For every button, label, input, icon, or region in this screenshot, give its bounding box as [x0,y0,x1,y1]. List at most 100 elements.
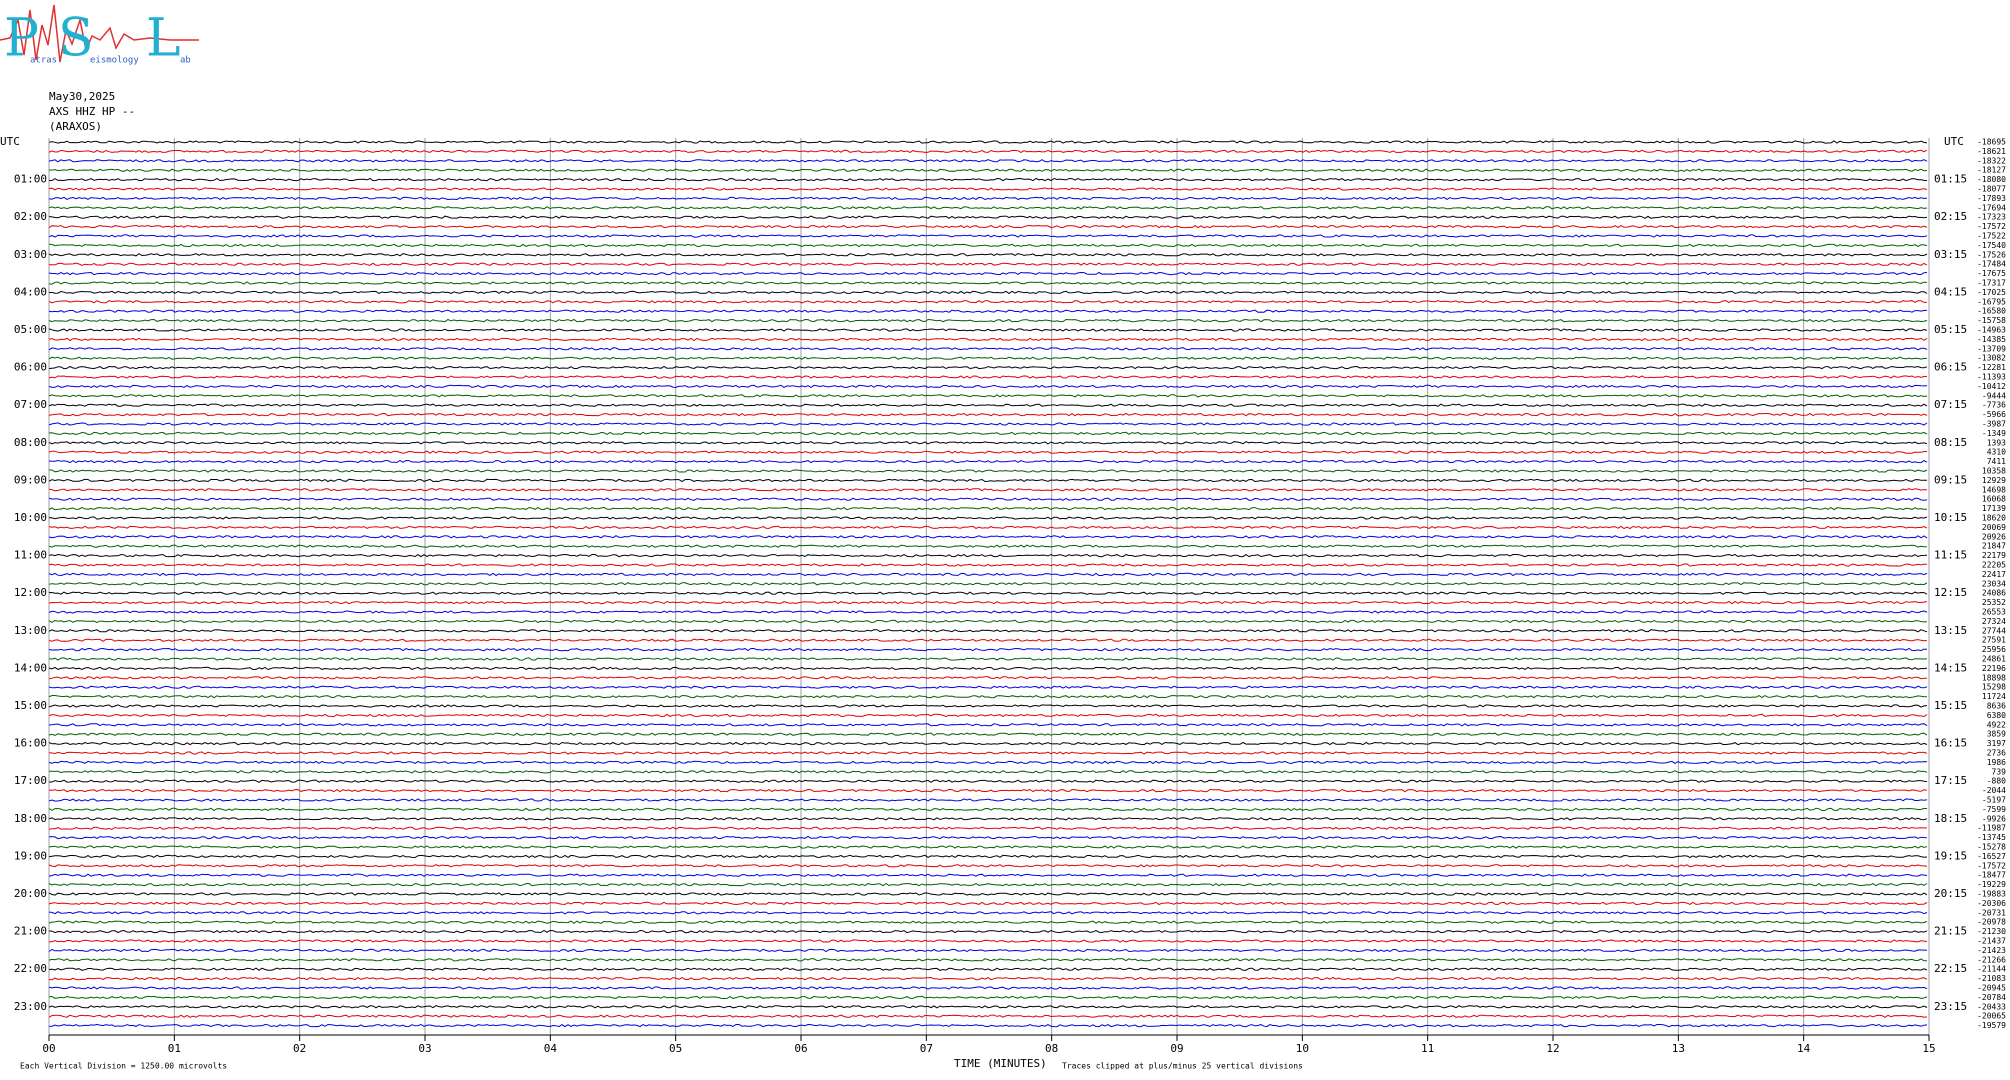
row-offset: -880 [1987,777,2006,786]
row-offset: -15758 [1977,316,2006,325]
x-tick-label: 12 [1546,1042,1559,1055]
right-axis-title: UTC [1944,135,1964,148]
trace [48,347,1928,351]
row-offset: -20306 [1977,899,2006,908]
hour-label: 23:00 [14,1000,47,1013]
trace [48,506,1928,511]
trace [48,732,1928,736]
trace [48,986,1928,990]
trace [49,779,1928,783]
hour-label: 19:00 [14,849,47,862]
row-offset: 27744 [1982,626,2006,635]
logo-word: atras [30,56,57,66]
trace [48,431,1928,436]
row-offset: -5197 [1982,796,2006,805]
row-offset: -21144 [1977,965,2006,974]
row-offset: 7411 [1987,457,2006,466]
hour-label: 04:15 [1934,285,1967,298]
trace [48,525,1928,530]
title-line: (ARAXOS) [49,120,102,133]
row-offset: -18322 [1977,156,2006,165]
hour-label: 19:15 [1934,849,1967,862]
trace [48,140,1928,144]
row-offset: -14963 [1977,326,2006,335]
row-offset: -18477 [1977,871,2006,880]
row-offset: -12281 [1977,363,2006,372]
row-offset: -9444 [1982,391,2006,400]
trace [48,713,1928,718]
row-offset: 8636 [1987,702,2006,711]
hour-label: 16:00 [14,737,47,750]
trace [48,582,1928,586]
x-tick-label: 02 [293,1042,306,1055]
hour-label: 17:00 [14,774,47,787]
row-offset: 11724 [1982,692,2006,701]
hour-label: 05:00 [14,323,47,336]
trace [48,826,1928,830]
row-offset: 3859 [1987,730,2006,739]
hour-label: 07:00 [14,398,47,411]
trace [48,948,1928,953]
hour-label: 01:00 [14,173,47,186]
trace [48,553,1928,558]
trace [48,572,1928,577]
hour-label: 10:00 [14,511,47,524]
trace [48,516,1928,520]
hour-label: 01:15 [1934,173,1967,186]
trace [48,271,1928,276]
row-offset: -17893 [1977,194,2006,203]
row-offset: 25352 [1982,598,2006,607]
row-offset: 14698 [1982,485,2006,494]
trace [48,976,1928,981]
x-tick-label: 05 [669,1042,682,1055]
trace [48,478,1928,483]
trace [48,901,1928,906]
row-offset: -3987 [1982,420,2006,429]
hour-label: 22:00 [14,962,47,975]
hour-label: 08:15 [1934,436,1967,449]
row-offset: -19883 [1977,890,2006,899]
row-offset: -20978 [1977,918,2006,927]
x-tick-label: 04 [544,1042,558,1055]
logo: P atras S eismology L ab [0,4,199,69]
row-offset: -9926 [1982,814,2006,823]
row-offset: -21230 [1977,927,2006,936]
hour-label: 11:15 [1934,549,1967,562]
hour-label: 20:15 [1934,887,1967,900]
trace [48,403,1928,407]
trace [48,488,1928,492]
row-offset: 2736 [1987,749,2006,758]
row-offset: 1393 [1987,438,2006,447]
row-offset: 15298 [1982,683,2006,692]
trace [49,770,1928,774]
hour-label: 02:00 [14,210,47,223]
x-axis-label: TIME (MINUTES) [954,1057,1047,1070]
row-offset: 24086 [1982,589,2006,598]
row-offset: -15278 [1977,843,2006,852]
row-offset: 22196 [1982,664,2006,673]
trace [48,168,1928,172]
row-offset: -14385 [1977,335,2006,344]
trace [48,929,1928,934]
x-tick-label: 15 [1922,1042,1935,1055]
row-offset: -21437 [1977,937,2006,946]
x-tick-label: 07 [920,1042,933,1055]
trace [48,807,1927,812]
row-offset: -10412 [1977,382,2006,391]
trace [48,441,1928,445]
row-offset: 27324 [1982,617,2006,626]
trace [49,939,1928,943]
trace [48,1023,1928,1028]
row-offset: -20731 [1977,908,2006,917]
hour-label: 05:15 [1934,323,1967,336]
trace [48,394,1928,398]
hour-label: 14:00 [14,661,47,674]
row-offset: -17694 [1977,203,2006,212]
row-offset: -11987 [1977,824,2006,833]
hour-label: 18:15 [1934,812,1967,825]
row-offset: 18898 [1982,673,2006,682]
row-offset: -17317 [1977,279,2006,288]
row-offset: -7599 [1982,805,2006,814]
row-offset: -16527 [1977,852,2006,861]
